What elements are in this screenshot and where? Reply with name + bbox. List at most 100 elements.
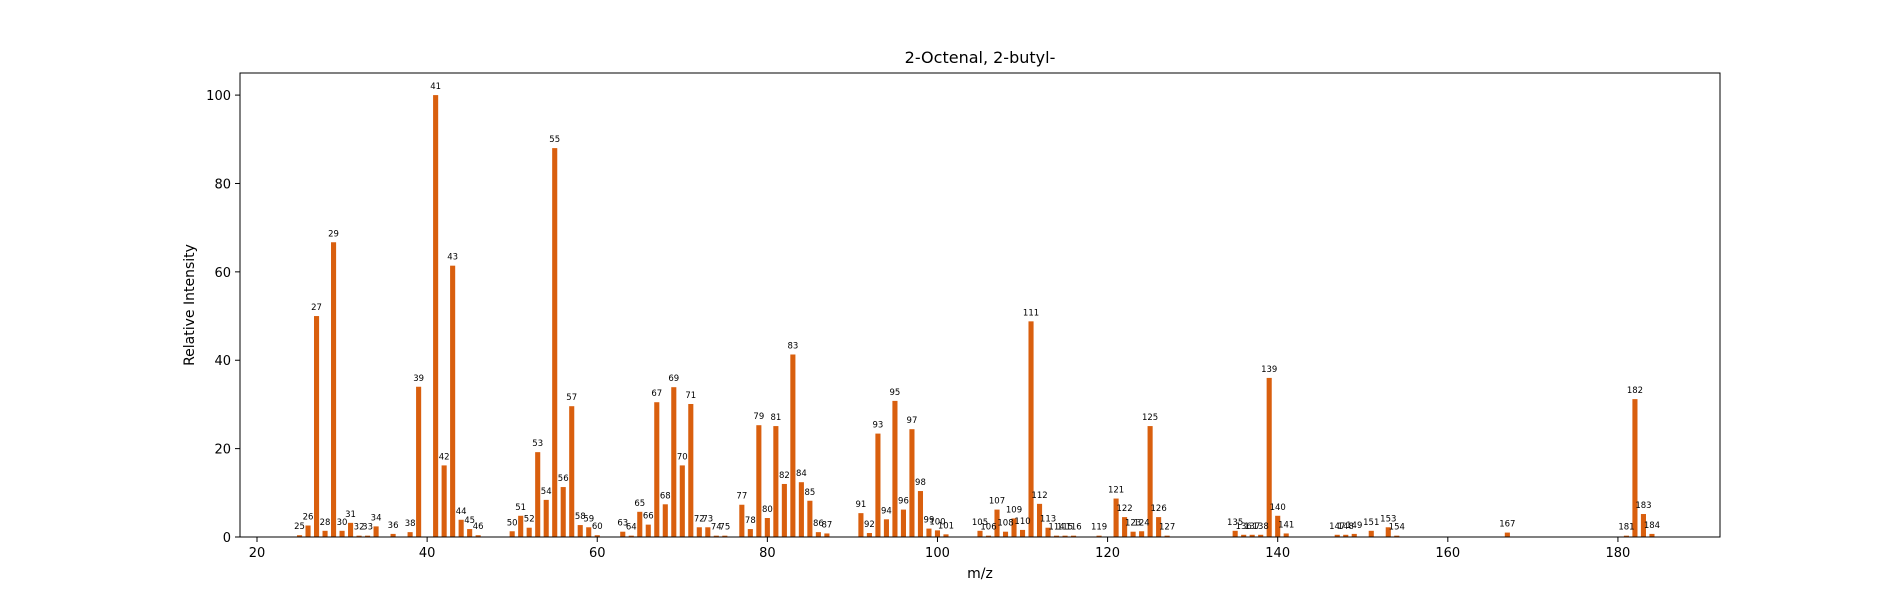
- peak-label-126: 126: [1151, 504, 1167, 514]
- bar-mz-71: [688, 403, 694, 537]
- peak-label-108: 108: [997, 519, 1013, 529]
- peak-label-87: 87: [821, 520, 832, 530]
- bar-mz-64: [628, 535, 634, 537]
- x-tick-label: 160: [1435, 546, 1460, 561]
- bar-mz-27: [314, 316, 320, 537]
- y-tick-label: 40: [214, 354, 231, 369]
- peak-label-140: 140: [1270, 503, 1286, 513]
- bar-mz-112: [1036, 503, 1043, 537]
- bar-mz-147: [1334, 534, 1340, 537]
- peak-label-59: 59: [583, 514, 594, 524]
- peak-label-125: 125: [1142, 413, 1158, 423]
- bar-mz-92: [866, 533, 872, 537]
- peak-label-122: 122: [1116, 504, 1132, 514]
- bar-mz-82: [781, 483, 787, 537]
- bar-mz-113: [1045, 527, 1051, 537]
- bar-mz-100: [934, 530, 941, 537]
- bar-mz-99: [926, 528, 932, 537]
- bar-mz-183: [1640, 514, 1646, 537]
- peak-label-184: 184: [1644, 521, 1660, 531]
- bar-mz-51: [518, 515, 524, 537]
- bar-mz-69: [671, 387, 677, 537]
- bar-mz-141: [1283, 533, 1289, 537]
- peak-label-127: 127: [1159, 523, 1175, 533]
- peak-label-28: 28: [320, 518, 331, 528]
- bar-mz-68: [662, 504, 668, 537]
- peak-label-92: 92: [864, 520, 875, 530]
- bar-mz-138: [1258, 534, 1264, 537]
- bar-mz-98: [917, 491, 924, 537]
- bar-mz-154: [1394, 535, 1400, 537]
- peak-label-137: 137: [1244, 522, 1260, 532]
- y-tick-label: 100: [206, 89, 231, 104]
- peak-label-50: 50: [507, 518, 518, 528]
- peak-label-84: 84: [796, 469, 807, 479]
- peak-label-100: 100: [929, 517, 945, 527]
- peak-label-97: 97: [907, 416, 918, 426]
- peak-label-30: 30: [337, 518, 348, 528]
- bar-mz-29: [331, 242, 337, 537]
- peak-label-75: 75: [719, 523, 730, 533]
- bar-mz-136: [1241, 534, 1247, 537]
- bar-mz-78: [747, 529, 753, 537]
- bar-mz-107: [994, 509, 1000, 537]
- peak-label-33: 33: [362, 523, 373, 533]
- peak-label-55: 55: [549, 135, 560, 145]
- peak-label-46: 46: [473, 522, 484, 532]
- bar-mz-30: [339, 530, 345, 537]
- peak-label-38: 38: [405, 519, 416, 529]
- bar-mz-36: [390, 533, 396, 537]
- y-axis-label: Relative Intensity: [182, 244, 198, 366]
- peak-label-153: 153: [1380, 514, 1396, 524]
- bar-mz-124: [1139, 531, 1145, 537]
- y-tick-label: 20: [214, 443, 231, 458]
- peak-label-121: 121: [1108, 486, 1124, 496]
- bars-group: [296, 95, 1655, 537]
- bar-mz-53: [535, 452, 541, 537]
- x-tick-label: 80: [759, 546, 776, 561]
- bar-mz-50: [509, 531, 515, 537]
- peak-label-52: 52: [524, 515, 535, 525]
- peak-label-91: 91: [856, 500, 867, 510]
- peak-label-64: 64: [626, 523, 637, 533]
- bar-mz-32: [356, 535, 362, 537]
- peak-label-81: 81: [770, 413, 781, 423]
- bar-mz-56: [560, 487, 566, 537]
- bar-mz-148: [1343, 534, 1349, 537]
- peak-label-107: 107: [989, 497, 1005, 507]
- peak-label-124: 124: [1133, 518, 1149, 528]
- peak-label-106: 106: [980, 523, 996, 533]
- bar-mz-57: [569, 406, 575, 537]
- peak-label-25: 25: [294, 522, 305, 532]
- bar-mz-45: [467, 529, 473, 537]
- peak-label-112: 112: [1031, 491, 1047, 501]
- bar-mz-181: [1623, 535, 1629, 537]
- bar-mz-139: [1266, 377, 1272, 537]
- bar-mz-70: [679, 465, 685, 537]
- peak-label-60: 60: [592, 522, 603, 532]
- bar-mz-42: [441, 465, 447, 537]
- peak-label-43: 43: [447, 253, 458, 263]
- bar-mz-85: [807, 500, 813, 537]
- peak-label-44: 44: [456, 507, 467, 517]
- x-tick-label: 60: [589, 546, 606, 561]
- peak-label-45: 45: [464, 516, 475, 526]
- bar-mz-67: [654, 402, 660, 537]
- peak-label-66: 66: [643, 512, 654, 522]
- peak-label-58: 58: [575, 512, 586, 522]
- y-axis-ticks: 0 20 40 60 80 100: [206, 89, 240, 546]
- peak-label-31: 31: [345, 510, 356, 520]
- y-tick-label: 80: [214, 177, 231, 192]
- bar-mz-101: [943, 534, 949, 537]
- peak-label-54: 54: [541, 487, 552, 497]
- bar-mz-87: [824, 533, 830, 537]
- peak-label-70: 70: [677, 452, 688, 462]
- peak-label-36: 36: [388, 521, 399, 531]
- peak-label-96: 96: [898, 497, 909, 507]
- peak-label-154: 154: [1389, 523, 1405, 533]
- peak-label-135: 135: [1227, 518, 1243, 528]
- peak-label-26: 26: [303, 513, 314, 523]
- peak-label-57: 57: [566, 393, 577, 403]
- bar-mz-105: [977, 530, 983, 537]
- peak-label-149: 149: [1346, 521, 1362, 531]
